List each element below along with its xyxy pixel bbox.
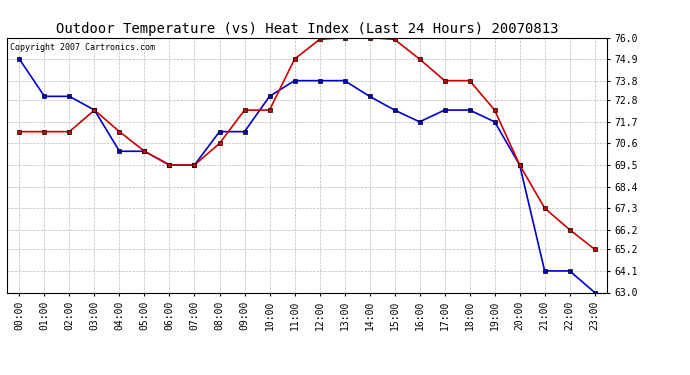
Text: Copyright 2007 Cartronics.com: Copyright 2007 Cartronics.com [10,43,155,52]
Title: Outdoor Temperature (vs) Heat Index (Last 24 Hours) 20070813: Outdoor Temperature (vs) Heat Index (Las… [56,22,558,36]
